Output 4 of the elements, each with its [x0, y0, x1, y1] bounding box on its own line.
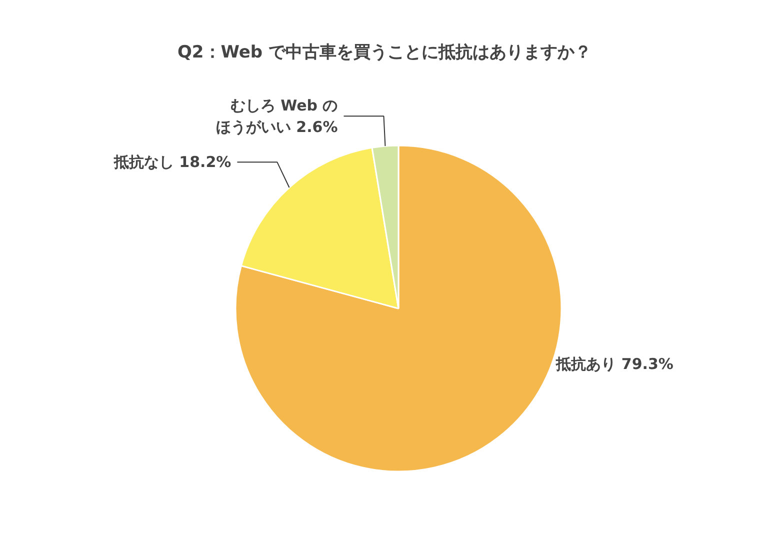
chart-title: Q2：Web で中古車を買うことに抵抗はありますか？	[177, 42, 592, 62]
slice-label: むしろ Web のほうがいい 2.6%	[216, 96, 338, 136]
slice-label: 抵抗なし 18.2%	[112, 153, 232, 172]
slice-label: 抵抗あり 79.3%	[555, 355, 674, 374]
